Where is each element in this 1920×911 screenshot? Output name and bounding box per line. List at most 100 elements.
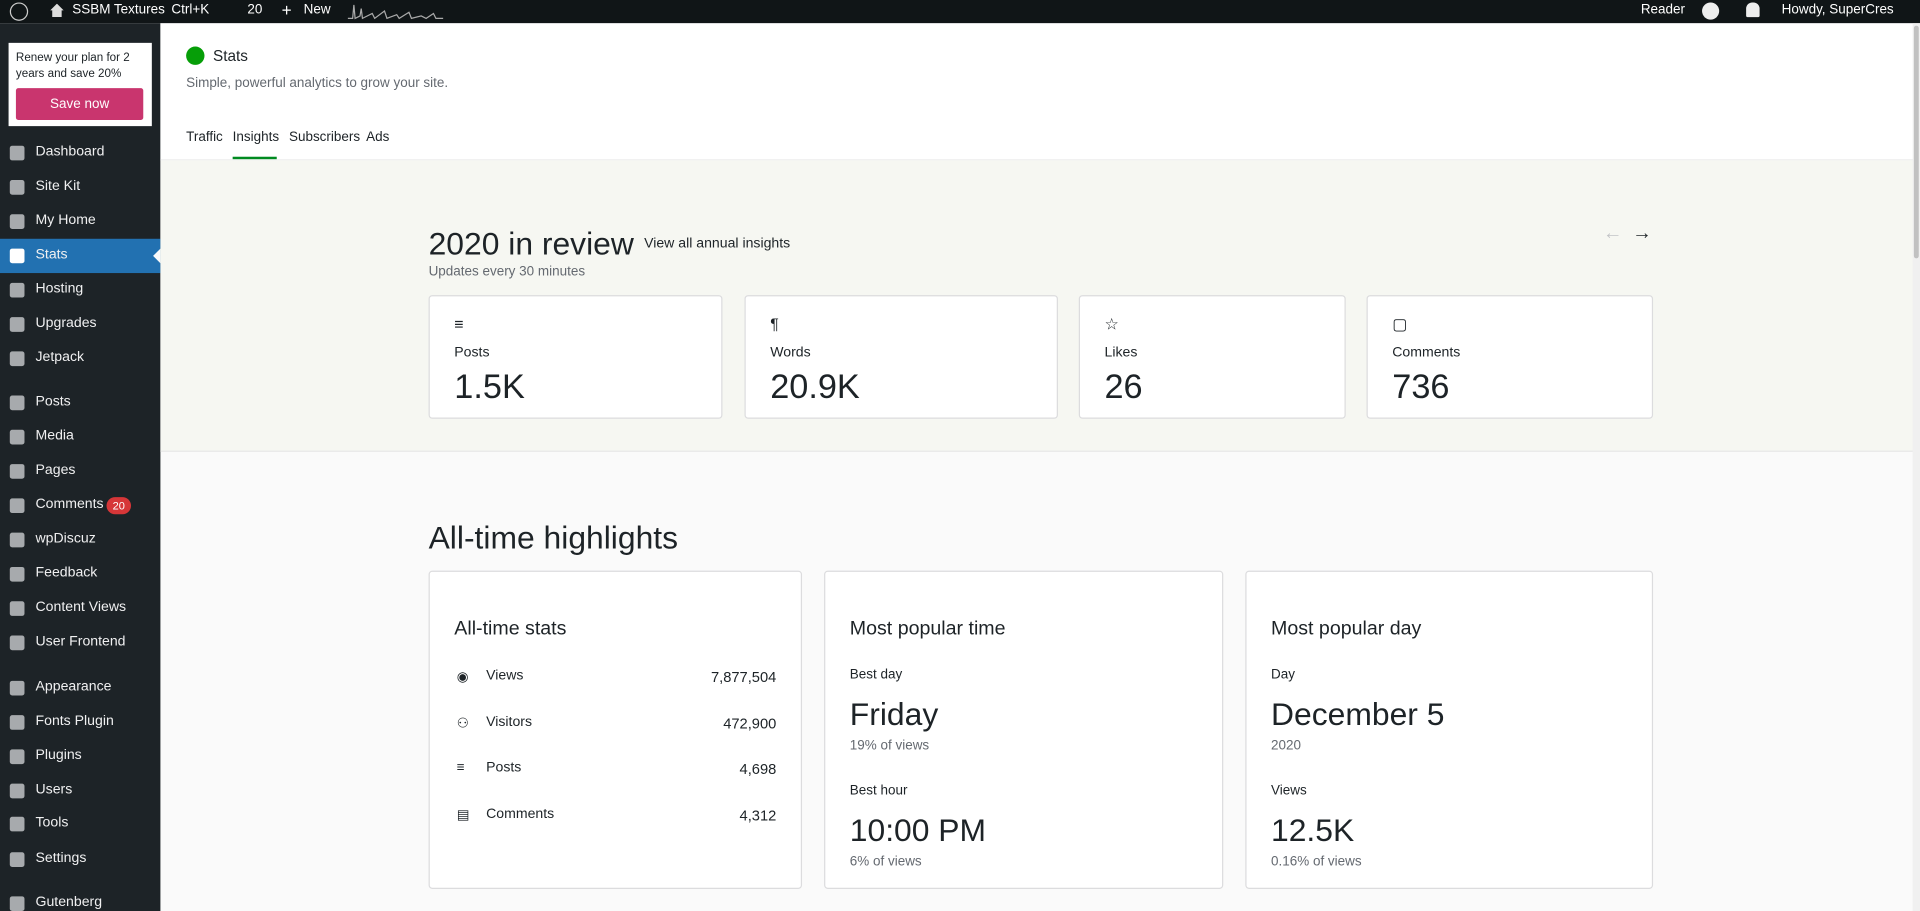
note: 0.16% of views (1271, 854, 1362, 870)
menu-icon (9, 317, 25, 332)
highlights-title: All-time highlights (428, 519, 679, 556)
menu-icon (9, 248, 25, 264)
review-link[interactable]: View all annual insights (644, 236, 791, 252)
menu-item[interactable]: Jetpack (35, 350, 85, 365)
prev-arrow[interactable]: ← (1602, 222, 1623, 244)
all-time-card: All-time stats ◉ Views 7,877,504 ⚇ Visitors 4… (428, 570, 803, 889)
menu-item[interactable]: Appearance (35, 679, 112, 695)
menu-item[interactable]: Site Kit (35, 178, 81, 194)
promo-text: Renew your plan for 2 years and save 20% (15, 51, 130, 81)
menu-item[interactable]: Stats (35, 247, 68, 263)
menu-icon (9, 145, 25, 161)
menu-item[interactable]: Users (35, 782, 73, 798)
menu-item[interactable]: Fonts Plugin (35, 713, 114, 729)
menu-icon (9, 464, 25, 479)
comment-count[interactable]: 20 (247, 2, 263, 18)
menu-icon (9, 566, 25, 582)
menu-icon (9, 601, 25, 616)
card-label: Words (770, 345, 811, 361)
menu-item[interactable]: Dashboard (35, 144, 105, 160)
row-icon: ▤ (456, 807, 470, 823)
row-label: Posts (486, 760, 522, 776)
menu-item[interactable]: Tools (35, 815, 69, 831)
menu-icon (9, 498, 25, 514)
label: Views (1271, 783, 1307, 799)
menu-item[interactable]: Feedback (35, 565, 98, 581)
best-date: December 5 (1271, 695, 1445, 733)
row-label: Views (486, 668, 524, 684)
card-title: Most popular time (849, 618, 1006, 640)
menu-item[interactable]: wpDiscuz (35, 531, 96, 547)
menu-item[interactable]: Media (35, 428, 74, 444)
menu-item[interactable]: Plugins (35, 748, 82, 763)
menu-icon (9, 783, 25, 799)
menu-icon (9, 852, 25, 867)
row-icon: ≡ (456, 760, 465, 776)
menu-item[interactable]: Hosting (35, 281, 84, 297)
row-value: 472,900 (723, 714, 777, 732)
card-label: Comments (1392, 345, 1461, 361)
card-icon: ¶ (770, 314, 779, 334)
notifications-icon[interactable] (1746, 2, 1760, 18)
tab[interactable]: Ads (366, 129, 390, 145)
row-label: Comments (486, 806, 555, 822)
menu-item[interactable]: Gutenberg (35, 895, 103, 910)
label: Best day (849, 667, 903, 683)
admin-bar: SSBM Textures Ctrl+K 20 + New Reader How… (0, 0, 1920, 24)
best-hour: 10:00 PM (849, 811, 987, 849)
label: Day (1271, 667, 1295, 683)
day-views: 12.5K (1271, 811, 1355, 849)
menu-item[interactable]: Comments (35, 497, 104, 512)
menu-icon (9, 715, 25, 730)
menu-item[interactable]: Content Views (35, 600, 127, 615)
shortcut[interactable]: Ctrl+K (171, 2, 210, 18)
next-arrow[interactable]: → (1632, 222, 1652, 244)
review-card: ¶ Words 20.9K (744, 295, 1058, 419)
site-name[interactable]: SSBM Textures (72, 2, 165, 18)
menu-badge: 20 (106, 497, 132, 515)
new-button[interactable]: New (303, 2, 331, 18)
menu-item[interactable]: Settings (35, 851, 87, 866)
jetpack-icon (186, 46, 205, 65)
row-value: 4,312 (739, 806, 777, 824)
menu-icon (9, 429, 25, 445)
row-icon: ◉ (456, 669, 469, 685)
row-value: 4,698 (739, 760, 777, 778)
user-greeting[interactable]: Howdy, SuperCres (1781, 2, 1894, 18)
card-title: All-time stats (454, 618, 567, 640)
best-day: Friday (849, 695, 939, 733)
menu-item[interactable]: Pages (35, 462, 76, 478)
active-pointer (153, 248, 161, 264)
help-icon[interactable] (1702, 2, 1720, 20)
scroll-thumb[interactable] (1913, 25, 1919, 259)
menu-icon (9, 680, 25, 696)
review-card: ▢ Comments 736 (1366, 295, 1654, 419)
menu-item[interactable]: Upgrades (35, 315, 97, 331)
note: 19% of views (849, 738, 930, 754)
card-value: 736 (1392, 367, 1450, 406)
menu-item[interactable]: My Home (35, 213, 96, 228)
sparkline (347, 4, 444, 20)
menu-item[interactable]: Posts (35, 394, 71, 409)
header: Stats Simple, powerful analytics to grow… (160, 23, 1920, 161)
sidebar: Renew your plan for 2 years and save 20%… (0, 23, 161, 911)
menu-icon (9, 749, 25, 765)
row-label: Visitors (486, 714, 533, 730)
card-icon: ▢ (1392, 314, 1408, 334)
popular-time-card: Most popular time Best day Friday 19% of… (824, 570, 1224, 889)
scrollbar (1912, 23, 1920, 911)
label: Best hour (849, 783, 908, 799)
menu-icon (9, 635, 25, 651)
wp-logo[interactable] (9, 2, 29, 21)
tab[interactable]: Subscribers (288, 129, 361, 145)
review-note: Updates every 30 minutes (428, 264, 586, 280)
tab[interactable]: Traffic (186, 129, 223, 145)
menu-icon (9, 214, 25, 229)
menu-icon (9, 896, 25, 911)
reader-link[interactable]: Reader (1640, 2, 1685, 18)
tab[interactable]: Insights (232, 129, 280, 145)
menu-item[interactable]: User Frontend (35, 634, 126, 649)
card-value: 20.9K (770, 367, 860, 406)
promo-button[interactable]: Save now (15, 88, 144, 121)
